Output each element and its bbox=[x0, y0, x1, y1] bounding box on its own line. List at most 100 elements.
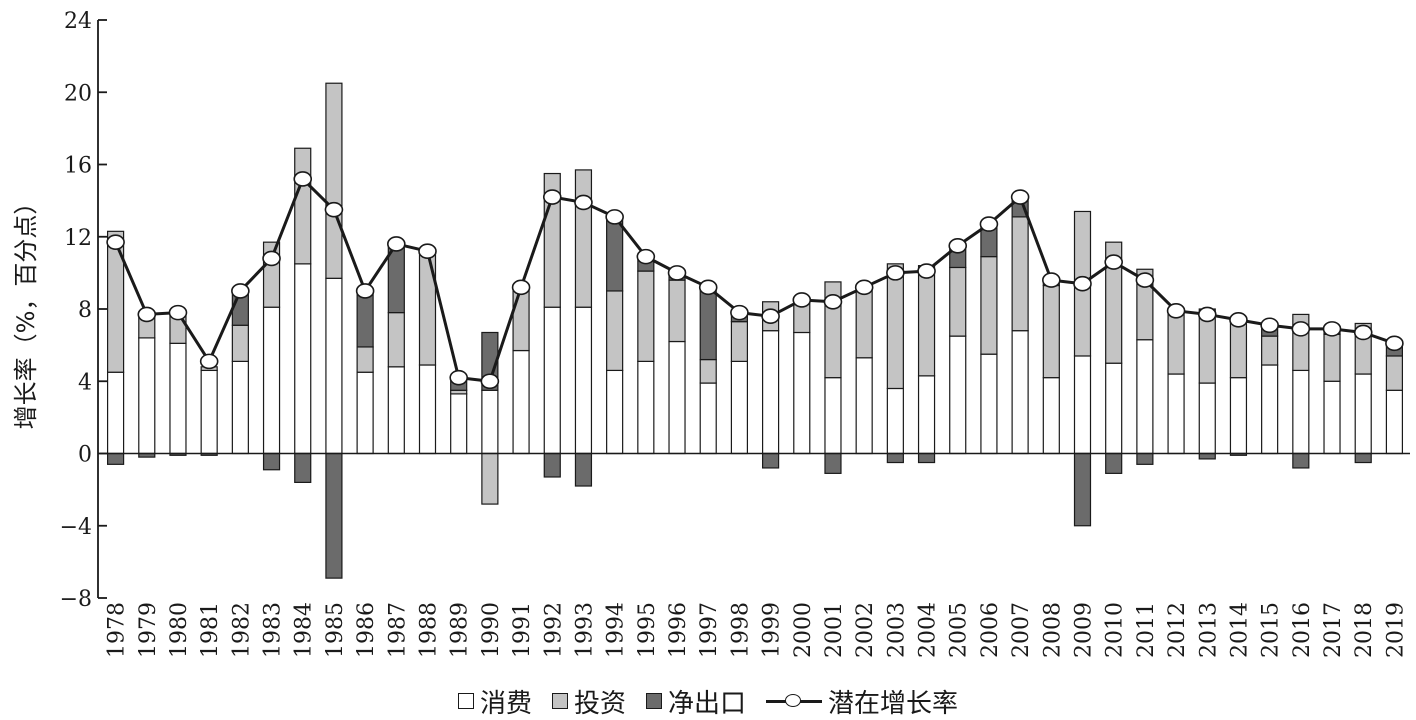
bar-investment-2005 bbox=[949, 266, 967, 337]
potential-growth-point-1979 bbox=[137, 306, 157, 323]
bar-consumption-1989 bbox=[450, 393, 468, 455]
potential-growth-point-1978 bbox=[106, 234, 125, 250]
x-tick-label-1989: 1989 bbox=[448, 602, 473, 658]
bar-consumption-2011 bbox=[1136, 339, 1154, 455]
potential-growth-point-2019 bbox=[1385, 335, 1404, 352]
bar-net-export-1999 bbox=[761, 452, 780, 469]
bar-net-export-2010 bbox=[1105, 452, 1123, 474]
bar-consumption-1979 bbox=[138, 337, 156, 455]
bar-consumption-1982 bbox=[231, 360, 249, 455]
bar-net-export-2011 bbox=[1136, 452, 1154, 465]
bar-investment-2002 bbox=[855, 284, 873, 359]
potential-growth-point-2005 bbox=[948, 237, 968, 254]
bar-investment-1991 bbox=[512, 284, 530, 352]
bar-investment-2010 bbox=[1105, 241, 1123, 364]
bar-consumption-2007 bbox=[1011, 330, 1029, 455]
x-axis: 1978 1979 1980 1981 1982 1983 1984 1985 1986 1987… bbox=[105, 602, 1409, 658]
legend-item-consumption: 消费 bbox=[457, 683, 532, 720]
bar-consumption-2002 bbox=[855, 357, 873, 455]
potential-growth-point-2006 bbox=[979, 216, 999, 232]
bar-consumption-1986 bbox=[356, 371, 374, 455]
bar-investment-2007 bbox=[1011, 216, 1029, 332]
x-tick-label-2008: 2008 bbox=[1040, 602, 1065, 658]
y-tick-label: 24 bbox=[64, 9, 92, 34]
bar-consumption-2019 bbox=[1385, 389, 1404, 455]
potential-growth-point-2015 bbox=[1260, 317, 1279, 334]
y-tick-label: 12 bbox=[64, 226, 92, 251]
bar-consumption-2006 bbox=[980, 353, 998, 455]
x-tick-label-1990: 1990 bbox=[479, 602, 504, 658]
y-tick-label: 16 bbox=[64, 154, 92, 179]
bar-net-export-1986 bbox=[356, 292, 374, 348]
potential-growth-point-2017 bbox=[1322, 321, 1342, 337]
bar-investment-2014 bbox=[1229, 321, 1248, 379]
y-tick-label: 8 bbox=[78, 298, 92, 323]
potential-growth-point-1982 bbox=[231, 283, 250, 299]
x-tick-label-2000: 2000 bbox=[791, 602, 816, 658]
bar-consumption-1991 bbox=[512, 349, 530, 455]
y-tick-label: 0 bbox=[78, 443, 92, 468]
bar-consumption-2009 bbox=[1073, 355, 1092, 455]
bar-investment-2003 bbox=[886, 263, 904, 390]
potential-growth-point-2013 bbox=[1197, 306, 1217, 323]
bar-net-export-1992 bbox=[543, 452, 561, 478]
potential-growth-point-1983 bbox=[262, 250, 281, 267]
bar-investment-2008 bbox=[1042, 284, 1060, 379]
bar-consumption-2016 bbox=[1292, 369, 1310, 455]
potential-growth-point-2001 bbox=[823, 293, 843, 310]
bar-investment-2015 bbox=[1261, 335, 1279, 366]
bar-consumption-2004 bbox=[917, 375, 936, 455]
y-tick-label: −4 bbox=[60, 515, 92, 540]
bar-investment-2004 bbox=[917, 265, 936, 377]
bar-consumption-2010 bbox=[1105, 362, 1123, 455]
y-axis: −8 −4 0 4 8 12 16 20 24 bbox=[60, 9, 107, 612]
bar-investment-1978 bbox=[106, 230, 125, 373]
potential-growth-point-2008 bbox=[1042, 272, 1061, 288]
bar-consumption-2003 bbox=[886, 387, 904, 455]
x-tick-label-1985: 1985 bbox=[323, 602, 348, 658]
x-tick-label-1982: 1982 bbox=[229, 602, 254, 658]
x-tick-label-1995: 1995 bbox=[635, 602, 660, 658]
y-tick-label: 20 bbox=[64, 81, 92, 106]
bar-consumption-1993 bbox=[574, 306, 593, 455]
bar-consumption-1995 bbox=[637, 360, 655, 455]
potential-growth-point-2007 bbox=[1010, 189, 1030, 205]
bar-net-export-2018 bbox=[1354, 452, 1372, 464]
bar-investment-2017 bbox=[1323, 333, 1341, 382]
x-tick-label-1983: 1983 bbox=[261, 602, 286, 658]
legend: 消费 投资 净出口 潜在增长率 bbox=[0, 683, 1416, 720]
bar-net-export-1994 bbox=[606, 218, 624, 292]
potential-growth-line-layer bbox=[106, 171, 1404, 390]
bar-consumption-1996 bbox=[668, 340, 686, 455]
x-tick-label-2016: 2016 bbox=[1290, 602, 1315, 658]
potential-growth-point-2004 bbox=[917, 263, 936, 279]
bar-investment-1998 bbox=[730, 321, 749, 362]
potential-growth-point-2003 bbox=[886, 265, 905, 281]
potential-growth-point-1997 bbox=[698, 279, 718, 296]
bar-consumption-1992 bbox=[543, 306, 561, 455]
bar-consumption-2015 bbox=[1261, 364, 1279, 455]
bar-net-export-1984 bbox=[294, 452, 312, 483]
bar-net-export-2013 bbox=[1198, 452, 1216, 460]
bar-net-export-1993 bbox=[574, 452, 593, 487]
bar-investment-1985 bbox=[325, 82, 343, 279]
x-tick-label-2019: 2019 bbox=[1383, 602, 1408, 658]
legend-swatch-net-export bbox=[646, 693, 662, 709]
x-tick-label-1994: 1994 bbox=[604, 602, 629, 658]
bar-net-export-1983 bbox=[262, 452, 281, 471]
bar-net-export-1997 bbox=[699, 288, 717, 361]
y-axis-title: 增长率（%，百分点） bbox=[12, 191, 40, 430]
bar-consumption-1981 bbox=[200, 369, 218, 455]
bar-consumption-1994 bbox=[606, 369, 624, 455]
x-tick-label-2009: 2009 bbox=[1072, 602, 1097, 658]
legend-swatch-investment bbox=[551, 693, 568, 709]
potential-growth-point-2000 bbox=[792, 292, 812, 308]
bar-net-export-2016 bbox=[1292, 452, 1310, 469]
bar-net-export-1985 bbox=[325, 452, 343, 579]
y-tick-label: 4 bbox=[78, 370, 92, 395]
x-tick-label-2012: 2012 bbox=[1165, 602, 1190, 658]
legend-label-potential-growth: 潜在增长率 bbox=[828, 688, 959, 719]
legend-swatch-potential-growth bbox=[766, 692, 823, 710]
potential-growth-point-2002 bbox=[854, 279, 874, 296]
potential-growth-point-1995 bbox=[636, 248, 656, 265]
